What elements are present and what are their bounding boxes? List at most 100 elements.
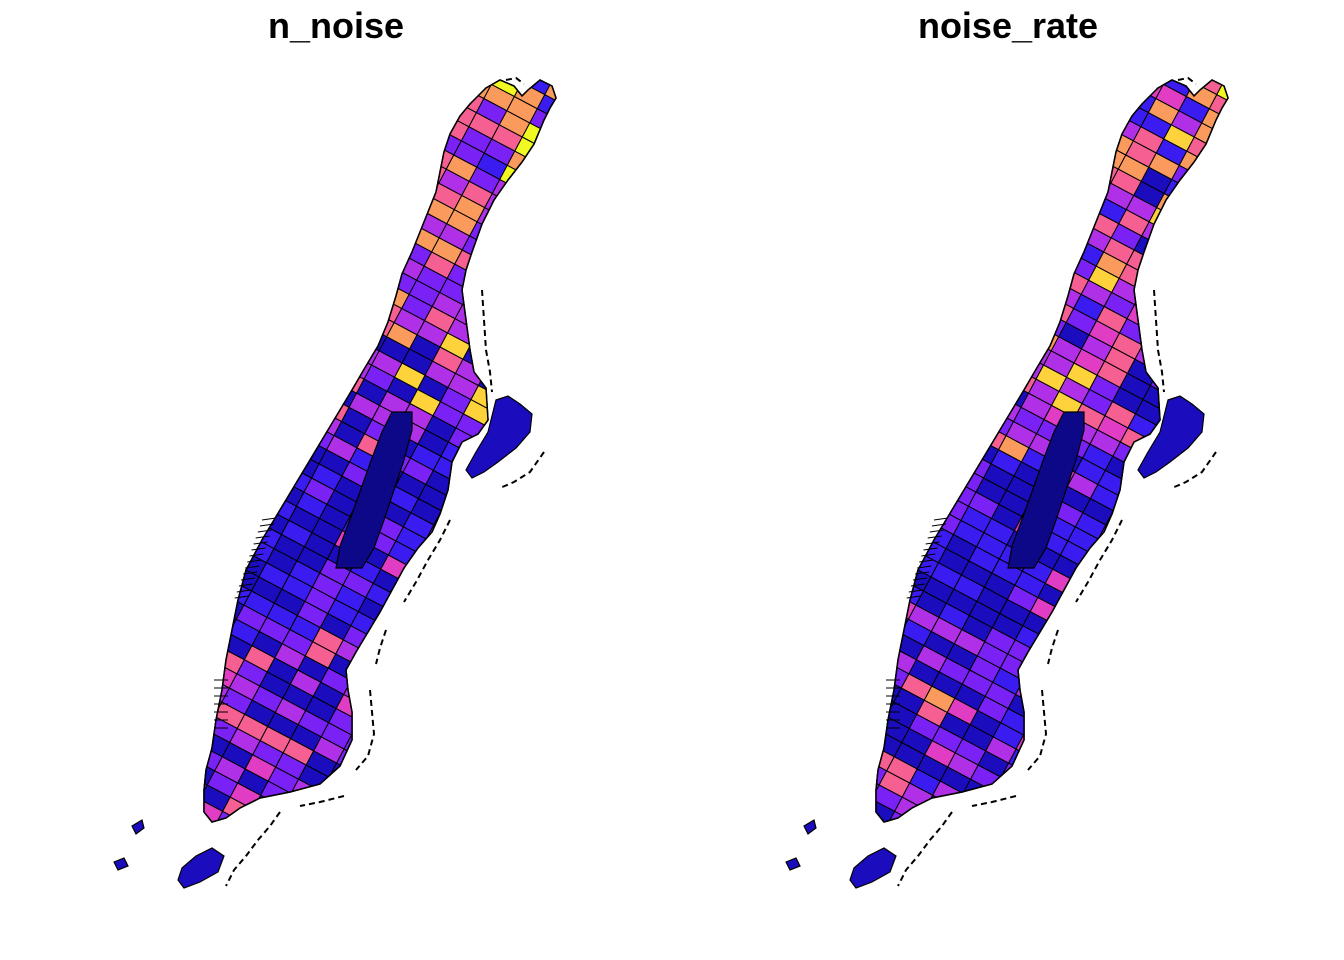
census-tract — [256, 289, 288, 317]
census-tract — [890, 359, 923, 388]
census-tract — [381, 772, 414, 801]
census-tract — [1030, 705, 1063, 734]
census-tract — [403, 621, 436, 649]
census-tract — [951, 301, 983, 329]
census-tract — [1225, 338, 1228, 367]
census-tract — [249, 467, 282, 495]
census-tract — [1018, 119, 1051, 148]
census-tract — [982, 354, 1014, 382]
census-tract — [1083, 661, 1116, 690]
census-tract — [262, 80, 294, 85]
census-tract — [262, 165, 295, 194]
census-tract — [1026, 214, 1059, 243]
census-tract — [355, 269, 387, 297]
census-tract — [305, 804, 338, 822]
census-tract — [444, 824, 475, 850]
census-tract — [413, 826, 444, 852]
census-tract — [473, 821, 506, 822]
census-tract — [1106, 728, 1139, 757]
census-tract — [921, 467, 954, 495]
census-tract — [465, 781, 498, 809]
census-tract — [525, 668, 556, 696]
census-tract — [1090, 592, 1123, 621]
census-tract — [1187, 354, 1220, 383]
census-tract — [1224, 174, 1228, 203]
census-tract — [456, 576, 489, 605]
census-tract — [316, 230, 349, 259]
census-tract — [1235, 489, 1266, 515]
census-tract — [381, 718, 414, 746]
census-tract — [1083, 607, 1115, 635]
census-tract — [1107, 783, 1140, 811]
census-tract — [935, 275, 968, 303]
census-tract — [1092, 811, 1125, 822]
census-tract — [992, 776, 1025, 805]
census-tract — [332, 311, 365, 340]
census-tract — [1017, 80, 1050, 93]
pier — [247, 559, 262, 563]
census-tract — [467, 80, 500, 85]
census-tract — [255, 234, 288, 263]
census-tract — [204, 634, 223, 663]
census-tract — [1048, 80, 1081, 91]
census-tract — [548, 680, 556, 708]
census-tract — [1167, 670, 1200, 698]
census-tract — [840, 623, 871, 649]
census-tract — [325, 325, 357, 354]
census-tract — [168, 678, 199, 704]
census-tract — [912, 208, 945, 236]
census-tract — [1158, 520, 1191, 549]
census-tract — [891, 468, 924, 497]
census-tract — [838, 350, 868, 376]
census-tract — [277, 137, 310, 166]
census-tract — [944, 424, 977, 453]
census-tract — [1234, 271, 1265, 297]
census-tract — [293, 163, 326, 192]
census-tract — [262, 111, 295, 139]
census-tract — [361, 145, 394, 174]
census-tract — [434, 728, 467, 757]
census-tract — [204, 347, 228, 376]
census-tract — [522, 176, 554, 205]
census-tract — [269, 97, 302, 125]
census-tract — [1012, 297, 1044, 326]
census-tract — [1219, 571, 1228, 599]
census-tract — [463, 508, 496, 536]
pier-line — [971, 795, 1017, 807]
census-tract — [487, 629, 520, 658]
census-tract — [838, 296, 868, 322]
census-tract — [204, 525, 222, 554]
census-tract — [934, 165, 967, 194]
census-tract — [888, 141, 921, 170]
census-tract — [204, 129, 226, 157]
census-tract — [240, 262, 273, 291]
census-tract — [308, 135, 341, 164]
manhattan-choropleth-map — [113, 76, 557, 889]
census-tract — [876, 648, 887, 677]
census-tract — [204, 388, 236, 416]
census-tract — [876, 252, 892, 281]
pier — [925, 541, 940, 545]
census-tract — [841, 732, 872, 758]
census-tract — [1144, 603, 1176, 631]
census-tract — [1003, 147, 1036, 176]
census-tract — [956, 80, 989, 97]
census-tract — [897, 236, 930, 265]
pier-line — [299, 795, 345, 807]
census-tract — [1106, 619, 1138, 647]
census-tract — [876, 620, 902, 649]
census-tract — [211, 428, 244, 457]
census-tract — [442, 714, 475, 742]
census-tract — [354, 160, 387, 188]
census-tract — [499, 219, 532, 247]
census-tract — [526, 777, 556, 805]
census-tract — [1061, 758, 1094, 787]
census-tract — [958, 287, 991, 315]
census-tract — [165, 241, 196, 267]
census-tract — [537, 257, 556, 286]
census-tract — [403, 566, 435, 595]
census-tract — [339, 188, 372, 216]
census-tract — [492, 233, 524, 261]
census-tract — [204, 430, 213, 459]
census-tract — [1194, 285, 1227, 314]
